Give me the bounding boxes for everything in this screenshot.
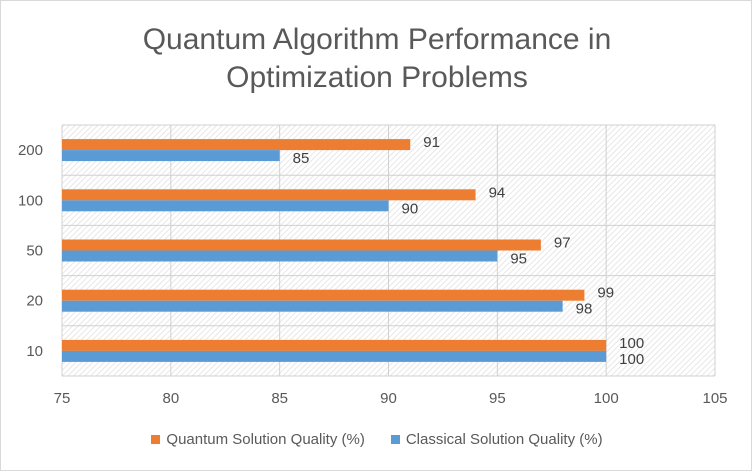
x-tick-label: 100 — [594, 390, 619, 407]
data-label-classical: 95 — [510, 251, 527, 268]
bar-classical — [62, 300, 563, 312]
data-label-quantum: 94 — [489, 184, 506, 201]
x-tick-label: 90 — [380, 390, 397, 407]
x-tick-label: 85 — [271, 390, 288, 407]
y-axis: 10 20 50 100 200 — [18, 142, 43, 360]
y-tick-label: 200 — [18, 142, 43, 159]
legend-item-classical: Classical Solution Quality (%) — [390, 431, 603, 448]
legend-item-quantum: Quantum Solution Quality (%) — [151, 431, 365, 448]
x-tick-label: 75 — [54, 390, 71, 407]
bar-quantum — [62, 289, 585, 301]
x-tick-label: 95 — [489, 390, 506, 407]
x-tick-label: 80 — [162, 390, 179, 407]
bar-classical — [62, 150, 280, 162]
bar-quantum — [62, 189, 476, 201]
bar-classical — [62, 350, 607, 362]
data-label-quantum: 91 — [423, 134, 440, 151]
legend: Quantum Solution Quality (%) Classical S… — [1, 431, 752, 448]
y-tick-label: 100 — [18, 192, 43, 209]
bar-quantum — [62, 139, 411, 151]
y-tick-label: 20 — [26, 293, 43, 310]
data-label-quantum: 97 — [554, 235, 571, 252]
y-tick-label: 10 — [26, 343, 43, 360]
bar-quantum — [62, 239, 541, 251]
chart-title-line-2: Optimization Problems — [226, 61, 528, 94]
data-label-classical: 98 — [576, 301, 593, 318]
data-label-quantum: 99 — [597, 285, 614, 302]
x-tick-label: 105 — [702, 390, 727, 407]
data-label-classical: 85 — [293, 150, 310, 167]
data-label-classical: 90 — [402, 200, 419, 217]
x-axis: 75 80 85 90 95 100 105 — [54, 390, 728, 407]
chart-title-line-1: Quantum Algorithm Performance in — [142, 23, 612, 56]
legend-swatch-classical — [390, 435, 400, 444]
legend-label-quantum: Quantum Solution Quality (%) — [166, 431, 365, 448]
bar-classical — [62, 250, 498, 262]
legend-swatch-quantum — [151, 435, 161, 444]
chart-title: Quantum Algorithm Performance in Optimiz… — [1, 21, 752, 97]
bars — [62, 139, 607, 362]
bar-classical — [62, 200, 389, 212]
data-label-classical: 100 — [619, 351, 644, 368]
data-label-quantum: 100 — [619, 335, 644, 352]
bar-quantum — [62, 339, 607, 351]
y-tick-label: 50 — [26, 243, 43, 260]
legend-label-classical: Classical Solution Quality (%) — [405, 431, 603, 448]
